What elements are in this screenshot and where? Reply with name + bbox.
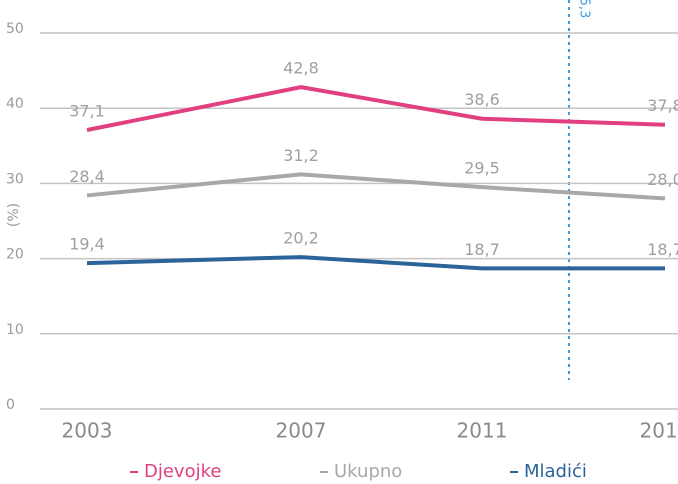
data-label: 38,6	[464, 90, 500, 109]
y-axis-label: (%)	[6, 203, 22, 227]
data-label: 29,5	[464, 159, 500, 178]
annotation: 5,3	[577, 0, 592, 18]
y-tick-label: 0	[6, 397, 15, 413]
series-line	[86, 172, 666, 201]
data-label: 28,4	[69, 167, 105, 186]
data-label: 37,1	[69, 102, 105, 121]
legend-label: Ukupno	[334, 461, 402, 482]
x-tick-label: 2011	[457, 419, 508, 443]
y-tick-label: 50	[6, 21, 24, 37]
legend-label: Mladići	[524, 461, 587, 482]
data-label: 20,2	[283, 229, 319, 248]
legend-label: Djevojke	[144, 461, 221, 482]
x-tick-label: 2007	[276, 419, 327, 443]
y-tick-label: 10	[6, 322, 24, 338]
data-label: 18,7	[464, 240, 500, 259]
series-line	[86, 255, 665, 271]
y-tick-label: 40	[6, 96, 24, 112]
data-label: 42,8	[283, 59, 319, 78]
y-tick-label: 30	[6, 171, 24, 187]
data-label: 19,4	[69, 235, 105, 254]
data-label: 37,8	[647, 96, 678, 115]
data-label: 31,2	[283, 146, 319, 165]
x-tick-label: 2003	[62, 419, 113, 443]
data-label: 28,0	[647, 170, 678, 189]
x-tick-label: 2019	[640, 419, 678, 443]
series-line	[86, 85, 666, 132]
data-label: 18,7	[647, 240, 678, 259]
y-tick-label: 20	[6, 247, 24, 263]
